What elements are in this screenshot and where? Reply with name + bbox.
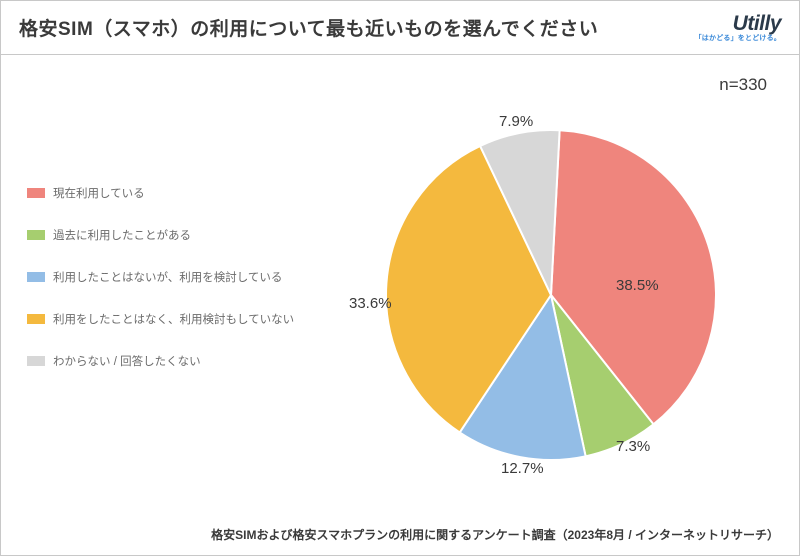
pie-chart: 38.5%7.3%12.7%33.6%7.9% bbox=[371, 115, 731, 475]
legend-swatch bbox=[27, 272, 45, 282]
chart-frame: 格安SIM（スマホ）の利用について最も近いものを選んでください Utilly 「… bbox=[0, 0, 800, 556]
legend-label: 利用をしたことはなく、利用検討もしていない bbox=[53, 311, 294, 327]
logo-text: Utilly bbox=[695, 13, 781, 34]
slice-label-current: 38.5% bbox=[616, 277, 659, 294]
header: 格安SIM（スマホ）の利用について最も近いものを選んでください Utilly 「… bbox=[1, 1, 799, 55]
slice-label-unknown: 7.9% bbox=[499, 113, 533, 130]
legend-swatch bbox=[27, 314, 45, 324]
legend-swatch bbox=[27, 230, 45, 240]
legend-label: 現在利用している bbox=[53, 185, 145, 201]
legend-item: わからない / 回答したくない bbox=[27, 353, 294, 369]
slice-label-none: 33.6% bbox=[349, 295, 392, 312]
slice-label-past: 7.3% bbox=[616, 438, 650, 455]
source-footer: 格安SIMおよび格安スマホプランの利用に関するアンケート調査（2023年8月 /… bbox=[211, 526, 779, 543]
legend-swatch bbox=[27, 188, 45, 198]
legend: 現在利用している過去に利用したことがある利用したことはないが、利用を検討している… bbox=[27, 185, 294, 395]
legend-label: わからない / 回答したくない bbox=[53, 353, 201, 369]
legend-swatch bbox=[27, 356, 45, 366]
legend-label: 過去に利用したことがある bbox=[53, 227, 191, 243]
slice-label-consider: 12.7% bbox=[501, 460, 544, 477]
legend-label: 利用したことはないが、利用を検討している bbox=[53, 269, 282, 285]
sample-size-label: n=330 bbox=[719, 75, 767, 95]
legend-item: 過去に利用したことがある bbox=[27, 227, 294, 243]
brand-logo: Utilly 「はかどる」をとどける。 bbox=[695, 13, 781, 42]
logo-tagline: 「はかどる」をとどける。 bbox=[695, 35, 781, 42]
legend-item: 利用したことはないが、利用を検討している bbox=[27, 269, 294, 285]
legend-item: 現在利用している bbox=[27, 185, 294, 201]
chart-title: 格安SIM（スマホ）の利用について最も近いものを選んでください bbox=[19, 14, 598, 41]
pie-svg bbox=[371, 115, 731, 475]
legend-item: 利用をしたことはなく、利用検討もしていない bbox=[27, 311, 294, 327]
chart-body: n=330 現在利用している過去に利用したことがある利用したことはないが、利用を… bbox=[1, 55, 799, 555]
